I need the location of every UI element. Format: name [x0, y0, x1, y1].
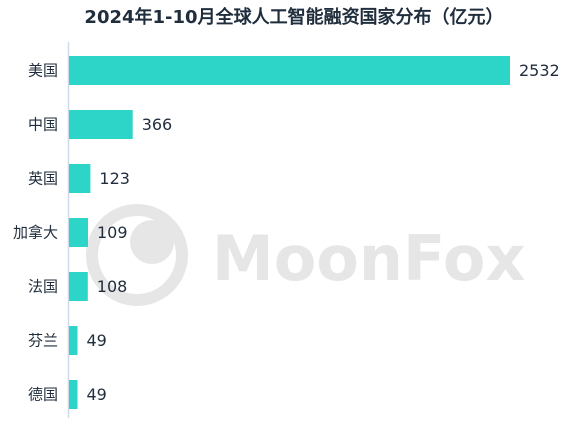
- category-label-1: 中国: [28, 116, 58, 134]
- bar-3: [69, 218, 88, 247]
- bar-5: [69, 326, 78, 355]
- category-label-6: 德国: [28, 386, 58, 404]
- watermark-logo-icon: [86, 204, 188, 306]
- bar-1: [69, 110, 133, 139]
- value-labels: 2532 366 123 109 108 49 49: [87, 61, 560, 404]
- value-label-4: 108: [97, 277, 128, 296]
- bar-2: [69, 164, 91, 193]
- bar-4: [69, 272, 88, 301]
- value-label-5: 49: [87, 331, 107, 350]
- watermark-text: MoonFox: [212, 222, 525, 295]
- value-label-1: 366: [142, 115, 173, 134]
- watermark: MoonFox: [86, 204, 525, 306]
- category-label-4: 法国: [28, 278, 58, 296]
- bar-6: [69, 380, 78, 409]
- category-label-0: 美国: [28, 62, 58, 80]
- category-label-2: 英国: [28, 170, 58, 188]
- category-label-3: 加拿大: [13, 224, 58, 242]
- chart-title: 2024年1-10月全球人工智能融资国家分布（亿元）: [84, 6, 503, 28]
- bar-0: [69, 56, 510, 85]
- bar-group: [69, 56, 510, 409]
- value-label-2: 123: [99, 169, 130, 188]
- category-label-5: 芬兰: [28, 332, 58, 350]
- value-label-3: 109: [97, 223, 128, 242]
- value-label-6: 49: [87, 385, 107, 404]
- value-label-0: 2532: [519, 61, 560, 80]
